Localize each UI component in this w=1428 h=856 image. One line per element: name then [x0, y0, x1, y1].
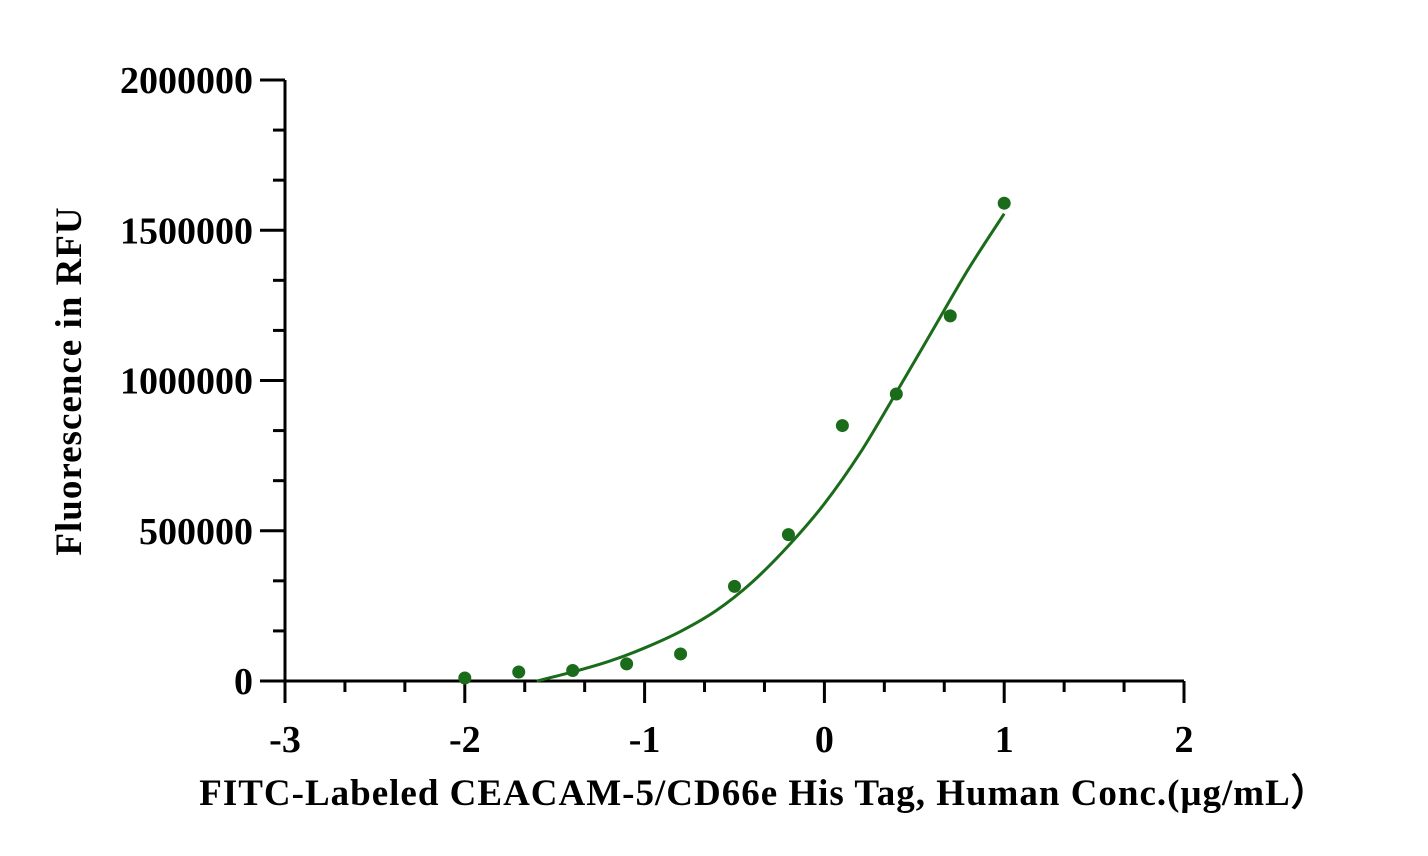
y-tick-label: 1000000 [120, 361, 253, 403]
data-point [674, 647, 688, 661]
x-tick-label: 2 [1175, 719, 1194, 761]
data-point [997, 196, 1011, 210]
y-tick-label: 1500000 [120, 210, 253, 252]
data-point [458, 671, 472, 685]
y-tick-label: 500000 [139, 511, 253, 553]
data-point [566, 663, 580, 677]
x-tick-label: 1 [995, 719, 1014, 761]
y-tick-label: 2000000 [120, 60, 253, 102]
fit-curve-layer [536, 212, 1006, 683]
data-point [889, 387, 903, 401]
data-point [728, 579, 741, 593]
data-point [781, 528, 795, 542]
x-axis-title: FITC-Labeled CEACAM-5/CD66e His Tag, Hum… [199, 772, 1329, 814]
data-point [835, 419, 849, 433]
y-tick-label: 0 [234, 661, 253, 703]
x-tick-label: -1 [629, 719, 661, 761]
ticks: -3 -2 -1 0 1 2 0 500000 1000000 1500000 2000000 [120, 60, 1194, 761]
y-axis-title: Fluorescence in RFU [49, 206, 90, 555]
fit-curve [536, 212, 1006, 683]
x-tick-label: -3 [269, 719, 301, 761]
x-tick-label: -2 [449, 719, 481, 761]
data-point [620, 657, 634, 671]
data-point [943, 309, 957, 323]
data-point [512, 665, 526, 679]
data-points-layer [458, 196, 1011, 685]
x-tick-label: 0 [815, 719, 834, 761]
